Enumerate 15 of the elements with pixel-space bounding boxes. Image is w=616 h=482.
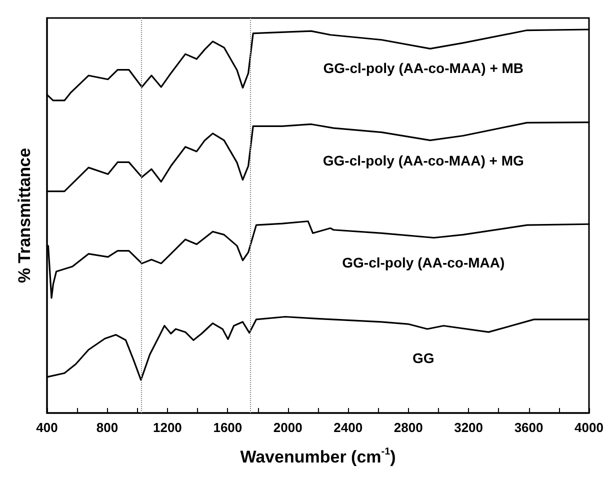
x-tick-label: 1600: [213, 420, 242, 435]
y-axis-title: % Transmittance: [15, 148, 34, 284]
series-label: GG: [412, 350, 434, 366]
x-tick-label: 2000: [273, 420, 302, 435]
x-tick-label: 1200: [152, 420, 182, 435]
x-tick-label: 800: [96, 420, 118, 435]
x-tick-label: 3600: [514, 420, 544, 435]
series-label: GG-cl-poly (AA-co-MAA): [342, 254, 505, 270]
x-tick-label: 4000: [574, 420, 604, 435]
x-tick-label: 400: [36, 420, 58, 435]
x-tick-label: 2400: [334, 420, 363, 435]
x-tick-label: 3200: [454, 420, 484, 435]
series-label: GG-cl-poly (AA-co-MAA) + MB: [323, 60, 524, 76]
x-tick-label: 2800: [394, 420, 423, 435]
series-label: GG-cl-poly (AA-co-MAA) + MG: [322, 152, 524, 169]
